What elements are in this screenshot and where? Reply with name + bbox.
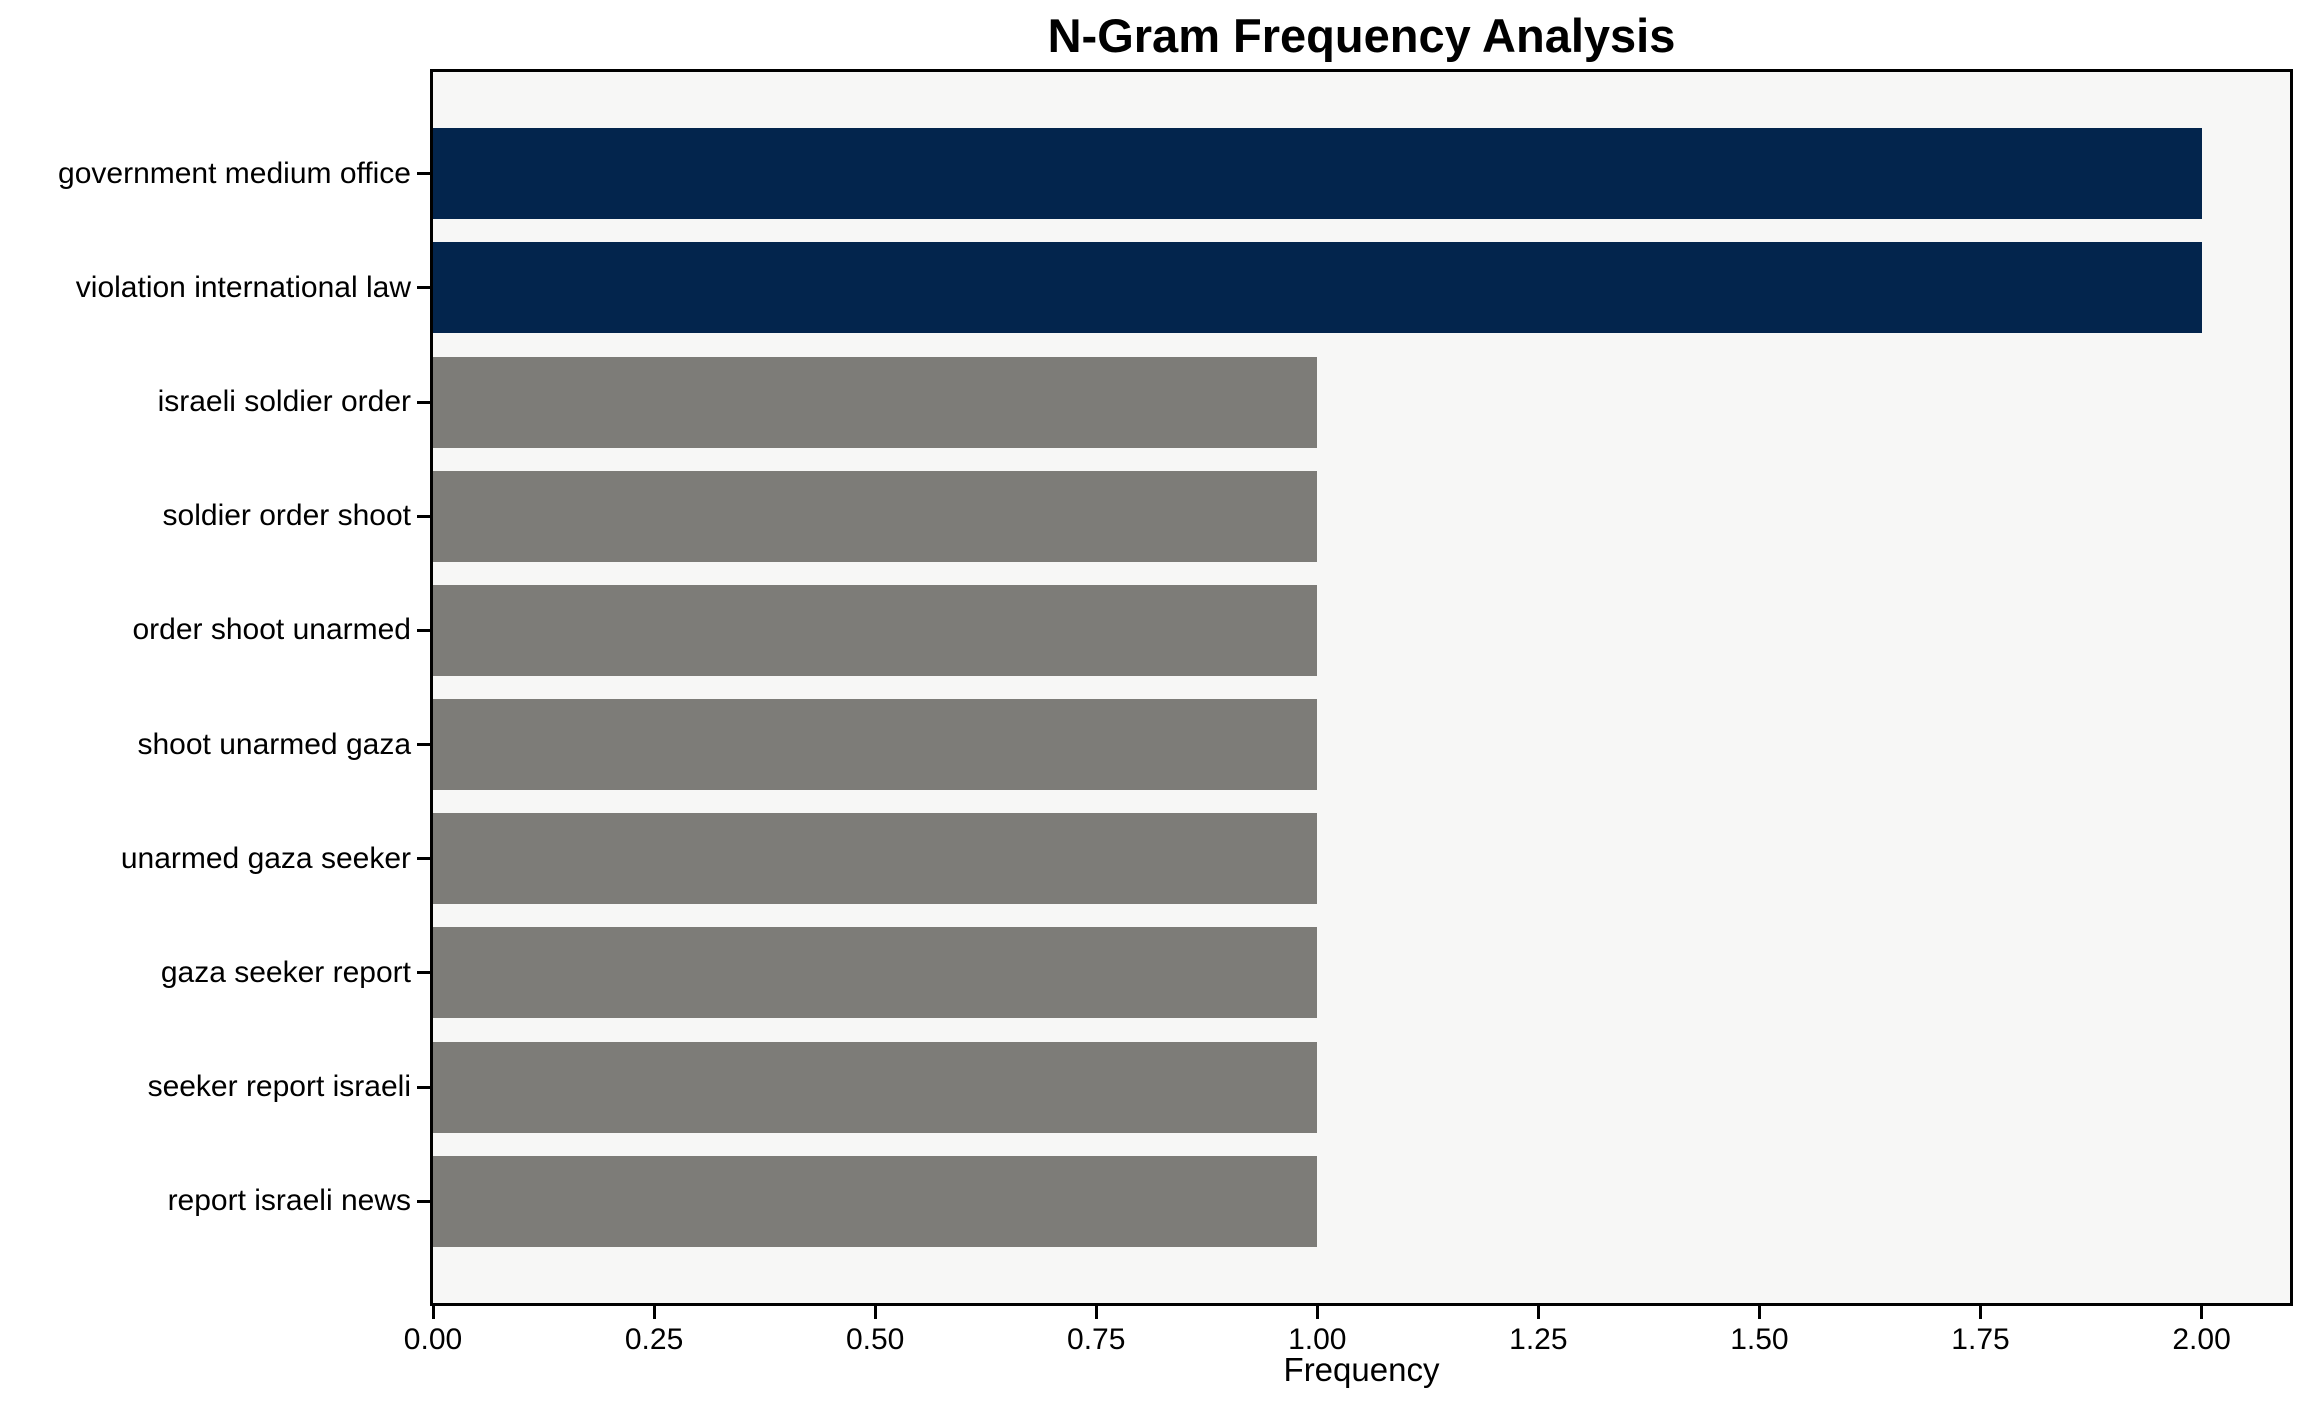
x-tick-mark	[873, 1306, 877, 1319]
x-tick-mark	[1979, 1306, 1982, 1319]
x-tick-mark	[1536, 1306, 1540, 1319]
y-tick-label: report israeli news	[167, 1184, 411, 1218]
x-tick-mark	[1315, 1306, 1319, 1319]
bar-government-medium-office	[433, 128, 2202, 220]
y-tick-label: israeli soldier order	[157, 385, 411, 419]
y-tick-label: shoot unarmed gaza	[137, 727, 411, 761]
bar-seeker-report-israeli	[433, 1041, 1318, 1133]
x-tick-label: 1.25	[1509, 1323, 1568, 1356]
x-tick-label: 0.00	[403, 1323, 463, 1356]
plot-area	[430, 69, 2293, 1306]
x-tick-label: 2.00	[2172, 1323, 2231, 1356]
y-tick-mark	[417, 286, 430, 290]
x-tick-mark	[1094, 1306, 1098, 1319]
bar-israeli-soldier-order	[433, 356, 1318, 448]
y-tick-mark	[417, 743, 430, 747]
x-tick-label: 1.75	[1951, 1323, 2010, 1356]
y-tick-mark	[417, 628, 430, 632]
y-tick-label: government medium office	[58, 156, 411, 190]
bar-unarmed-gaza-seeker	[433, 813, 1318, 905]
y-tick-mark	[417, 971, 430, 975]
y-tick-mark	[417, 1085, 430, 1089]
x-tick-label: 1.50	[1730, 1323, 1789, 1356]
x-tick-label: 1.00	[1288, 1323, 1347, 1356]
chart-title: N-Gram Frequency Analysis	[1047, 9, 1676, 62]
x-axis-title: Frequency	[1283, 1351, 1440, 1388]
y-tick-mark	[417, 400, 430, 404]
y-tick-label: order shoot unarmed	[132, 613, 412, 647]
y-tick-label: unarmed gaza seeker	[120, 841, 411, 875]
y-tick-label: seeker report israeli	[147, 1070, 411, 1104]
bar-report-israeli-news	[433, 1155, 1318, 1247]
y-tick-label: violation international law	[75, 270, 411, 304]
y-tick-mark	[417, 857, 430, 861]
x-tick-mark	[431, 1306, 435, 1319]
bar-order-shoot-unarmed	[433, 584, 1318, 676]
y-tick-mark	[417, 172, 430, 176]
bar-gaza-seeker-report	[433, 927, 1318, 1019]
x-tick-label: 0.75	[1067, 1323, 1126, 1356]
bar-violation-international-law	[433, 242, 2202, 334]
bar-soldier-order-shoot	[433, 470, 1318, 562]
x-tick-label: 0.25	[624, 1323, 684, 1356]
x-tick-mark	[652, 1306, 656, 1319]
y-tick-label: soldier order shoot	[162, 499, 411, 533]
x-tick-mark	[1757, 1306, 1761, 1319]
bar-shoot-unarmed-gaza	[433, 699, 1318, 791]
x-tick-mark	[2200, 1306, 2204, 1319]
y-tick-mark	[417, 514, 430, 518]
x-tick-label: 0.50	[845, 1323, 905, 1356]
y-tick-mark	[417, 1199, 430, 1203]
y-tick-label: gaza seeker report	[160, 955, 411, 989]
